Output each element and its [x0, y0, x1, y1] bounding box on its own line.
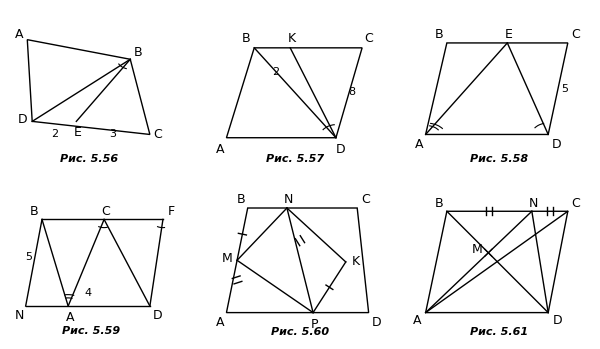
- Text: 2: 2: [50, 129, 58, 140]
- Text: A: A: [65, 311, 74, 324]
- Text: Рис. 5.61: Рис. 5.61: [470, 327, 528, 337]
- Text: 5: 5: [561, 84, 568, 94]
- Text: C: C: [361, 193, 370, 206]
- Text: 4: 4: [84, 288, 91, 298]
- Text: 2: 2: [272, 67, 279, 77]
- Text: E: E: [505, 28, 513, 41]
- Text: A: A: [415, 138, 424, 151]
- Text: 5: 5: [25, 252, 32, 262]
- Text: Рис. 5.58: Рис. 5.58: [470, 154, 528, 164]
- Text: D: D: [17, 113, 27, 126]
- Text: K: K: [352, 255, 359, 268]
- Text: C: C: [572, 28, 580, 41]
- Text: 3: 3: [110, 129, 116, 140]
- Text: A: A: [15, 28, 23, 41]
- Text: B: B: [29, 205, 38, 218]
- Text: N: N: [529, 196, 538, 210]
- Text: B: B: [237, 193, 245, 206]
- Text: N: N: [284, 193, 293, 206]
- Text: Рис. 5.56: Рис. 5.56: [61, 154, 118, 164]
- Text: A: A: [215, 316, 224, 329]
- Text: A: A: [215, 143, 224, 156]
- Text: K: K: [288, 31, 296, 45]
- Text: M: M: [222, 252, 233, 265]
- Text: C: C: [364, 31, 373, 45]
- Text: D: D: [551, 138, 561, 151]
- Text: Рис. 5.57: Рис. 5.57: [266, 154, 324, 164]
- Text: Рис. 5.59: Рис. 5.59: [62, 326, 120, 336]
- Text: D: D: [553, 314, 563, 327]
- Text: Рис. 5.60: Рис. 5.60: [271, 327, 329, 337]
- Text: A: A: [413, 314, 422, 327]
- Text: F: F: [167, 205, 175, 218]
- Text: 8: 8: [349, 87, 356, 97]
- Text: C: C: [572, 196, 580, 210]
- Text: B: B: [242, 31, 250, 45]
- Text: C: C: [101, 205, 110, 218]
- Text: C: C: [154, 128, 163, 141]
- Text: M: M: [472, 243, 482, 256]
- Text: D: D: [153, 309, 163, 322]
- Text: D: D: [372, 316, 382, 329]
- Text: N: N: [14, 309, 24, 322]
- Text: B: B: [134, 46, 143, 59]
- Text: B: B: [434, 196, 443, 210]
- Text: P: P: [311, 318, 319, 331]
- Text: B: B: [434, 28, 443, 41]
- Text: D: D: [336, 143, 346, 156]
- Text: E: E: [74, 126, 82, 139]
